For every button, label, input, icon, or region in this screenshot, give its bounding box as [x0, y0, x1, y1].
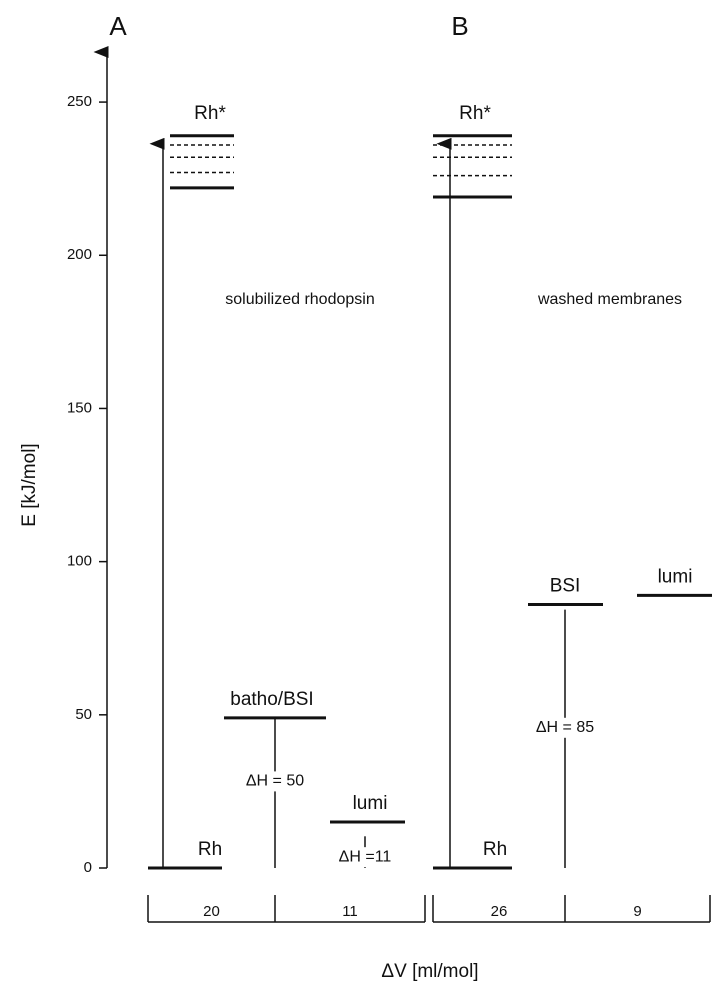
annotation: washed membranes: [537, 291, 682, 308]
level-label: BSI: [550, 576, 581, 597]
x-axis-label: ΔV [ml/mol]: [381, 961, 478, 982]
level-label: batho/BSI: [230, 689, 313, 710]
y-tick-label: 200: [67, 246, 92, 263]
level-label: lumi: [353, 793, 388, 814]
delta-v-label: 11: [342, 903, 358, 920]
label-bg: [529, 717, 601, 738]
y-tick-label: 100: [67, 553, 92, 570]
y-tick-label: 50: [75, 706, 92, 723]
delta-h-label: ΔH =11: [339, 848, 392, 865]
y-tick-label: 150: [67, 399, 92, 416]
delta-v-label: 9: [633, 903, 641, 920]
delta-v-label: 26: [491, 903, 508, 920]
level-label: Rh*: [194, 103, 226, 124]
panel-label: B: [451, 11, 468, 41]
level-label: lumi: [658, 566, 693, 587]
y-tick-label: 0: [84, 859, 92, 876]
level-label: Rh: [483, 839, 507, 860]
annotation: solubilized rhodopsin: [225, 291, 374, 308]
delta-v-label: 20: [203, 903, 220, 920]
label-bg: [329, 847, 401, 868]
label-bg: [239, 771, 311, 792]
delta-h-label: ΔH = 50: [246, 773, 304, 790]
panel-label: A: [109, 11, 127, 41]
delta-h-label: ΔH = 85: [536, 719, 594, 736]
y-tick-label: 250: [67, 93, 92, 110]
level-label: Rh*: [459, 103, 491, 124]
y-axis-label: E [kJ/mol]: [19, 443, 40, 526]
level-label: Rh: [198, 839, 222, 860]
